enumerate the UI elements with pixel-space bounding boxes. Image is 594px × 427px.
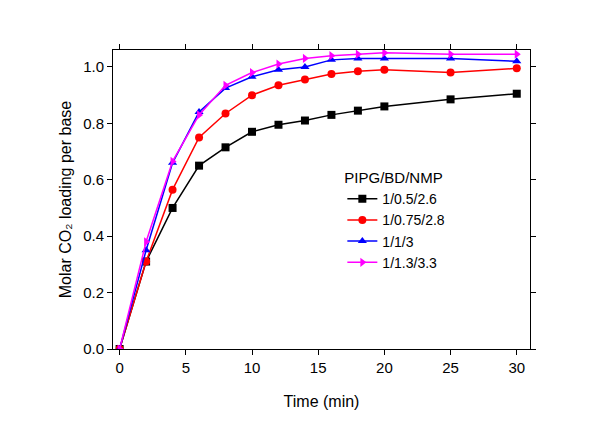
svg-text:Molar CO₂ loading per base: Molar CO₂ loading per base: [57, 101, 74, 299]
svg-text:30: 30: [508, 359, 525, 376]
svg-text:1/0.75/2.8: 1/0.75/2.8: [382, 212, 444, 228]
svg-text:20: 20: [376, 359, 393, 376]
svg-text:10: 10: [244, 359, 261, 376]
svg-text:1/0.5/2.6: 1/0.5/2.6: [382, 191, 437, 207]
svg-text:0.6: 0.6: [83, 171, 104, 188]
svg-text:5: 5: [182, 359, 190, 376]
svg-text:Time (min): Time (min): [284, 393, 360, 410]
svg-text:0.0: 0.0: [83, 340, 104, 357]
svg-text:0: 0: [115, 359, 123, 376]
svg-text:0.4: 0.4: [83, 227, 104, 244]
svg-text:1.0: 1.0: [83, 58, 104, 75]
svg-text:0.8: 0.8: [83, 115, 104, 132]
svg-text:0.2: 0.2: [83, 284, 104, 301]
svg-text:15: 15: [310, 359, 327, 376]
svg-text:PIPG/BD/NMP: PIPG/BD/NMP: [344, 169, 442, 186]
svg-text:25: 25: [442, 359, 459, 376]
svg-text:1/1/3: 1/1/3: [382, 234, 413, 250]
svg-text:1/1.3/3.3: 1/1.3/3.3: [382, 255, 437, 271]
